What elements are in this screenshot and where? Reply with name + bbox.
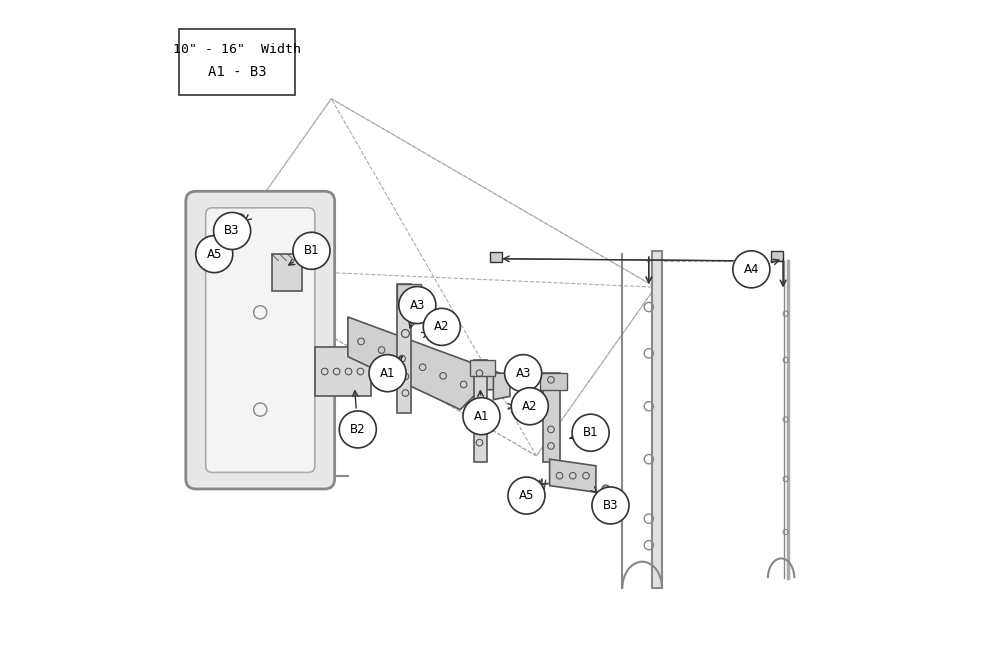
- Text: B3: B3: [224, 225, 240, 237]
- Circle shape: [237, 214, 245, 221]
- Text: B1: B1: [304, 244, 319, 257]
- Text: A3: A3: [410, 299, 425, 311]
- FancyBboxPatch shape: [771, 251, 783, 261]
- FancyBboxPatch shape: [470, 360, 495, 376]
- Text: A5: A5: [207, 247, 222, 261]
- Text: B2: B2: [350, 423, 366, 436]
- Text: A4: A4: [744, 263, 759, 276]
- Text: 10" - 16"  Width: 10" - 16" Width: [173, 43, 301, 55]
- Circle shape: [463, 398, 500, 435]
- Circle shape: [505, 355, 542, 392]
- FancyBboxPatch shape: [272, 254, 302, 291]
- Polygon shape: [543, 374, 560, 462]
- Text: A2: A2: [522, 400, 538, 413]
- Circle shape: [423, 308, 460, 346]
- Polygon shape: [397, 284, 411, 413]
- Circle shape: [508, 477, 545, 514]
- Polygon shape: [652, 251, 662, 588]
- Circle shape: [733, 251, 770, 288]
- Text: A5: A5: [519, 489, 534, 502]
- FancyBboxPatch shape: [179, 29, 295, 95]
- Circle shape: [592, 487, 629, 524]
- FancyBboxPatch shape: [540, 374, 567, 390]
- Circle shape: [237, 222, 245, 230]
- Circle shape: [293, 232, 330, 269]
- Text: B1: B1: [583, 426, 598, 439]
- Circle shape: [399, 287, 436, 323]
- FancyBboxPatch shape: [397, 284, 421, 300]
- Circle shape: [339, 411, 376, 448]
- Text: A1 - B3: A1 - B3: [208, 65, 267, 79]
- Text: B3: B3: [603, 499, 618, 512]
- Polygon shape: [550, 459, 596, 492]
- Circle shape: [511, 388, 548, 425]
- Polygon shape: [493, 374, 510, 400]
- Polygon shape: [348, 317, 500, 410]
- Circle shape: [214, 213, 251, 249]
- FancyBboxPatch shape: [315, 347, 371, 396]
- FancyBboxPatch shape: [490, 252, 502, 262]
- FancyBboxPatch shape: [206, 208, 315, 472]
- Polygon shape: [474, 360, 487, 462]
- Text: A2: A2: [434, 320, 450, 334]
- Text: A1: A1: [474, 410, 489, 423]
- Text: A3: A3: [515, 367, 531, 380]
- Circle shape: [602, 494, 610, 502]
- Circle shape: [572, 414, 609, 452]
- Circle shape: [369, 355, 406, 392]
- Circle shape: [602, 485, 610, 493]
- FancyBboxPatch shape: [186, 191, 335, 489]
- Circle shape: [196, 235, 233, 273]
- Text: A1: A1: [380, 367, 395, 380]
